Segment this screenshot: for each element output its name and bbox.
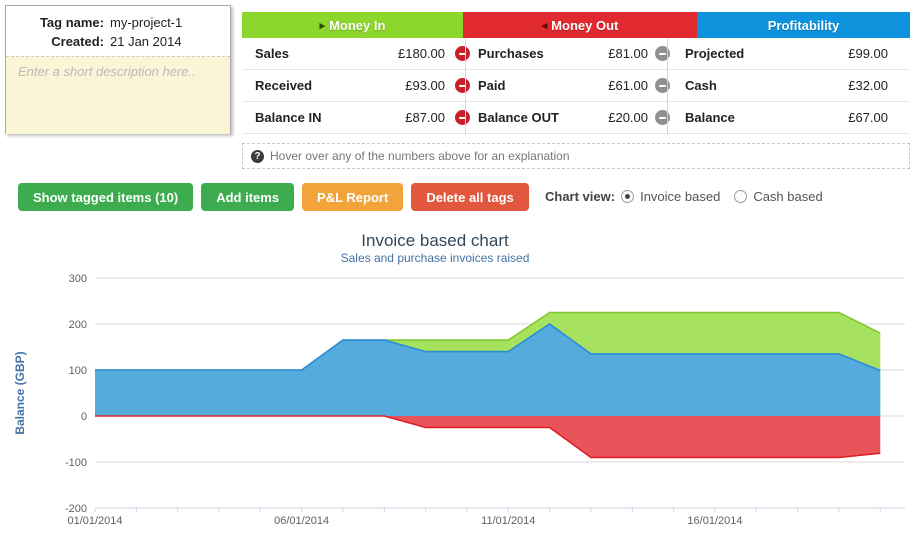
arrow-right-icon: ▸ (319, 19, 326, 32)
money-in-header: ▸ Money In (242, 12, 463, 38)
chart-view-label: Chart view: (545, 189, 616, 204)
cash-label: Cash (685, 78, 717, 93)
show-tagged-items-button[interactable]: Show tagged items (10) (18, 183, 194, 211)
received-label: Received (255, 78, 313, 93)
minus-circle-icon[interactable] (455, 46, 470, 61)
balance-in-label: Balance IN (255, 110, 322, 125)
sales-value: £180.00 (398, 46, 445, 61)
summary-table-body: Sales £180.00 Purchases £81.00 Projected… (242, 38, 910, 134)
balance-value: £67.00 (848, 110, 888, 125)
help-icon: ? (251, 149, 264, 163)
y-tick-label: 100 (69, 365, 87, 377)
purchases-value: £81.00 (608, 46, 648, 61)
balance-out-cell: Balance OUT £20.00 (465, 110, 667, 125)
table-row-1: Sales £180.00 Purchases £81.00 Projected… (242, 38, 910, 70)
description-textarea[interactable] (6, 56, 230, 134)
money-in-header-label: Money In (329, 17, 386, 33)
radio-invoice-based[interactable] (621, 190, 635, 203)
tag-name-row: Tag name: my-project-1 (6, 13, 224, 32)
projected-value: £99.00 (848, 46, 888, 61)
purchases-cell: Purchases £81.00 (465, 46, 667, 61)
money-out-header: ◂ Money Out (463, 12, 697, 38)
balance-label: Balance (685, 110, 735, 125)
y-tick-label: 0 (81, 411, 87, 423)
projected-label: Projected (685, 46, 745, 61)
pl-report-button[interactable]: P&L Report (302, 183, 404, 211)
toolbar: Show tagged items (10) Add items P&L Rep… (18, 183, 529, 211)
column-divider (465, 38, 466, 134)
tag-info: Tag name: my-project-1 Created: 21 Jan 2… (6, 6, 230, 56)
chart-view-selector: Chart view: Invoice based Cash based (545, 189, 831, 204)
y-axis-title: Balance (GBP) (13, 351, 27, 434)
created-value: 21 Jan 2014 (110, 34, 182, 49)
x-tick-label: 11/01/2014 (481, 515, 535, 527)
minus-circle-icon[interactable] (455, 110, 470, 125)
received-value: £93.00 (405, 78, 445, 93)
tag-info-box: Tag name: my-project-1 Created: 21 Jan 2… (5, 5, 231, 134)
delete-all-tags-button[interactable]: Delete all tags (411, 183, 529, 211)
money-out-header-label: Money Out (551, 17, 619, 33)
x-tick-label: 06/01/2014 (274, 515, 329, 527)
radio-cash-based-label[interactable]: Cash based (753, 189, 823, 204)
purchases-label: Purchases (478, 46, 544, 61)
y-tick-label: -200 (65, 503, 87, 515)
add-items-button[interactable]: Add items (201, 183, 295, 211)
summary-table-header: ▸ Money In ◂ Money Out Profitability (242, 12, 910, 38)
paid-label: Paid (478, 78, 506, 93)
sales-cell: Sales £180.00 (242, 46, 465, 61)
cash-value: £32.00 (848, 78, 888, 93)
balance-cell: Balance £67.00 (667, 110, 910, 125)
minus-circle-icon[interactable] (655, 110, 670, 125)
paid-value: £61.00 (608, 78, 648, 93)
balance-in-cell: Balance IN £87.00 (242, 110, 465, 125)
chart-subtitle: Sales and purchase invoices raised (340, 251, 530, 265)
created-label: Created: (51, 34, 104, 49)
balance-out-label: Balance OUT (478, 110, 559, 125)
y-tick-label: 300 (69, 273, 87, 285)
chart-title: Invoice based chart (361, 231, 509, 250)
cash-cell: Cash £32.00 (667, 78, 910, 93)
projected-cell: Projected £99.00 (667, 46, 910, 61)
line-money-out (95, 415, 881, 459)
y-tick-label: 200 (69, 319, 87, 331)
area-money-out (95, 416, 881, 458)
area-balance (95, 324, 881, 416)
profitability-header-label: Profitability (767, 17, 840, 33)
y-tick-label: -100 (65, 457, 87, 469)
created-row: Created: 21 Jan 2014 (6, 32, 224, 51)
hint-text: Hover over any of the numbers above for … (270, 149, 570, 163)
profitability-header: Profitability (697, 12, 910, 38)
minus-circle-icon[interactable] (655, 46, 670, 61)
received-cell: Received £93.00 (242, 78, 465, 93)
balance-out-value: £20.00 (608, 110, 648, 125)
paid-cell: Paid £61.00 (465, 78, 667, 93)
radio-invoice-based-label[interactable]: Invoice based (640, 189, 721, 204)
radio-cash-based[interactable] (734, 190, 748, 203)
line-balance (95, 323, 881, 372)
balance-in-value: £87.00 (405, 110, 445, 125)
column-divider (667, 38, 668, 134)
table-row-3: Balance IN £87.00 Balance OUT £20.00 Bal… (242, 102, 910, 134)
table-row-2: Received £93.00 Paid £61.00 Cash £32.00 (242, 70, 910, 102)
tag-name-value: my-project-1 (110, 15, 183, 30)
hint-box: ? Hover over any of the numbers above fo… (242, 143, 910, 169)
sales-label: Sales (255, 46, 289, 61)
minus-circle-icon[interactable] (455, 78, 470, 93)
arrow-left-icon: ◂ (541, 19, 548, 32)
tag-name-label: Tag name: (39, 15, 104, 30)
minus-circle-icon[interactable] (655, 78, 670, 93)
x-tick-label: 16/01/2014 (687, 515, 742, 527)
x-tick-label: 01/01/2014 (67, 515, 122, 527)
